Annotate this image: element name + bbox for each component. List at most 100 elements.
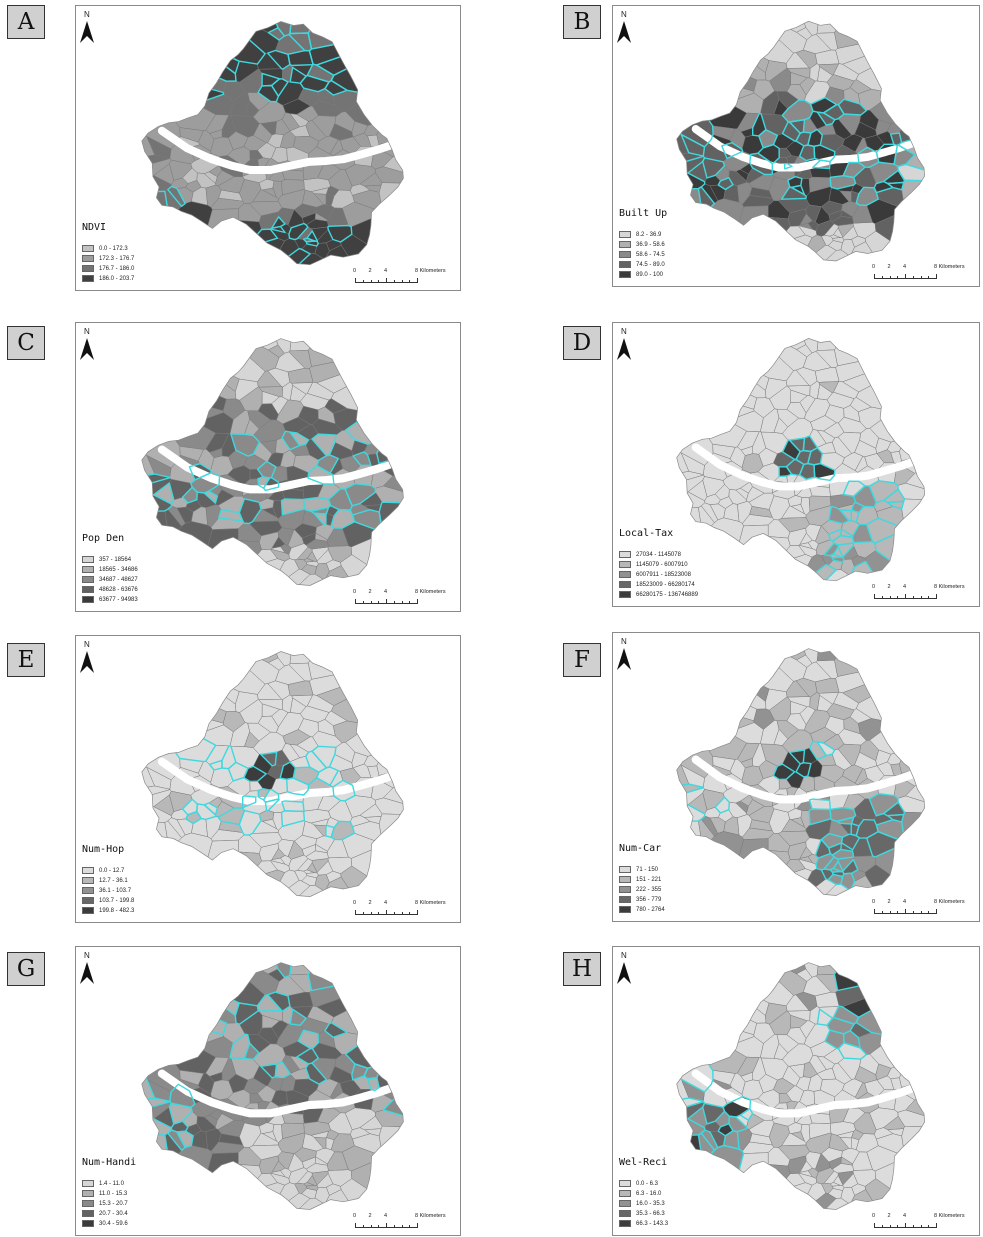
scale-label: 2 <box>368 900 372 906</box>
choropleth-map <box>141 651 404 897</box>
district <box>676 669 758 722</box>
legend-label: 30.4 - 59.6 <box>99 1220 128 1227</box>
highlighted-district <box>141 1069 156 1102</box>
scale-label: 0 <box>353 589 357 595</box>
scale-label: 4 <box>903 584 907 590</box>
highlighted-district <box>714 796 731 814</box>
scale-label: 0 <box>353 900 357 906</box>
highlighted-district <box>281 800 305 813</box>
north-label: N <box>621 10 627 19</box>
district <box>183 976 240 1016</box>
north-label: N <box>84 640 90 649</box>
district <box>818 692 840 705</box>
scale-bar: 0 2 4 8 Kilometers <box>352 1213 450 1233</box>
highlighted-district <box>315 454 339 474</box>
legend-swatch <box>619 231 631 239</box>
legend-swatch <box>619 571 631 579</box>
highlighted-district <box>208 759 223 771</box>
highlighted-district <box>229 1033 251 1060</box>
district <box>147 962 266 1007</box>
highlighted-district <box>168 1102 193 1125</box>
district <box>769 67 792 92</box>
district <box>839 190 852 202</box>
district <box>328 1112 353 1135</box>
district <box>835 655 925 694</box>
district <box>853 1112 877 1135</box>
district <box>834 648 925 677</box>
legend-item: 357 - 18564 <box>82 555 232 565</box>
scale-label: 8 Kilometers <box>934 899 965 905</box>
panel-letter-b: B <box>563 5 601 39</box>
legend-item: 34687 - 48627 <box>82 575 232 585</box>
district <box>712 443 736 460</box>
highlighted-district <box>141 1097 171 1113</box>
highlighted-district <box>815 852 835 871</box>
district <box>281 169 305 181</box>
district <box>376 1046 404 1088</box>
north-arrow-icon <box>617 338 631 360</box>
scale-line <box>874 594 937 599</box>
highlighted-district <box>190 471 221 494</box>
highlighted-district <box>813 462 836 482</box>
legend-swatch <box>82 1210 94 1218</box>
city-boundary <box>676 648 926 896</box>
district <box>824 404 845 424</box>
legend-swatch <box>82 576 94 584</box>
highlighted-district <box>324 79 348 96</box>
district <box>309 658 404 696</box>
district <box>767 648 807 661</box>
district <box>712 756 736 772</box>
district <box>179 1070 204 1086</box>
scale-bar: 0 2 4 8 Kilometers <box>352 268 450 288</box>
legend-swatch <box>619 251 631 259</box>
panel-letter-a: A <box>7 5 45 39</box>
legend-item: 151 - 221 <box>619 875 769 885</box>
north-arrow-icon <box>80 651 94 673</box>
district <box>676 1009 755 1047</box>
district <box>816 429 836 444</box>
district <box>297 718 319 738</box>
panel-letter-e: E <box>7 643 45 677</box>
district <box>769 385 792 410</box>
highlighted-district <box>297 1029 320 1050</box>
scale-label: 0 <box>353 268 357 274</box>
legend: 0.0 - 172.3 172.3 - 176.7 176.7 - 186.0 186… <box>82 244 232 284</box>
legend-label: 0.0 - 6.3 <box>636 1180 659 1187</box>
north-label: N <box>621 951 627 960</box>
highlighted-district <box>842 161 866 179</box>
highlighted-district <box>230 433 261 457</box>
legend-label: 103.7 - 199.8 <box>99 897 135 904</box>
district <box>183 35 240 75</box>
district <box>244 731 260 748</box>
legend-item: 18523009 - 66280174 <box>619 580 769 590</box>
district <box>183 352 240 392</box>
highlighted-district <box>256 994 283 1012</box>
scale-bar: 0 2 4 8 Kilometers <box>871 1213 969 1233</box>
legend-swatch <box>619 876 631 884</box>
highlighted-district <box>299 74 330 93</box>
legend: 0.0 - 12.7 12.7 - 36.1 36.1 - 103.7 103.7 -… <box>82 866 232 916</box>
legend-label: 186.0 - 203.7 <box>99 275 135 282</box>
district <box>899 732 925 774</box>
legend-item: 186.0 - 203.7 <box>82 274 232 284</box>
district <box>179 446 204 462</box>
legend-item: 36.1 - 103.7 <box>82 886 232 896</box>
district <box>773 1042 789 1060</box>
highlighted-district <box>313 512 327 526</box>
legend-item: 11.0 - 15.3 <box>82 1189 232 1199</box>
highlighted-district <box>855 186 879 207</box>
highlighted-district <box>778 465 793 478</box>
legend-label: 48628 - 63676 <box>99 586 138 593</box>
highlighted-district <box>217 807 246 826</box>
highlighted-district <box>757 143 780 165</box>
highlighted-district <box>680 133 706 157</box>
legend-swatch <box>82 265 94 273</box>
district <box>767 338 807 350</box>
city-boundary <box>141 962 404 1210</box>
district <box>359 172 383 187</box>
district <box>257 1085 277 1103</box>
legend-label: 74.5 - 89.0 <box>636 261 665 268</box>
highlighted-district <box>855 976 925 1038</box>
legend-swatch <box>619 886 631 894</box>
legend-label: 1145079 - 6007910 <box>636 561 688 568</box>
